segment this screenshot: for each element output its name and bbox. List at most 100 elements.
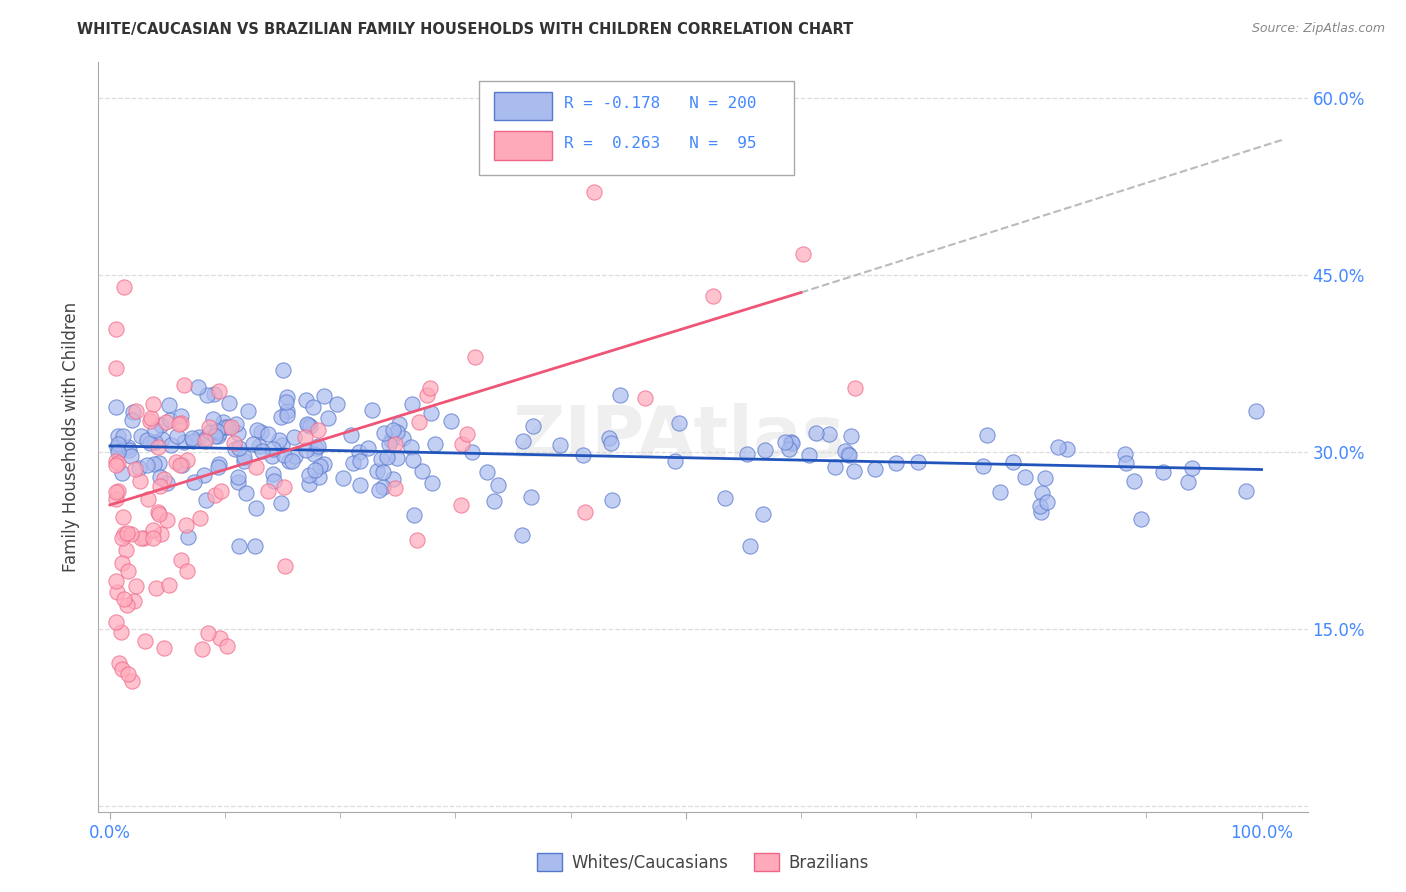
Point	[1047, 440, 1070, 454]
Point	[145, 581, 167, 595]
Point	[193, 467, 215, 482]
Point	[228, 539, 250, 553]
Point	[170, 409, 193, 423]
Point	[976, 428, 998, 442]
Point	[401, 440, 423, 454]
Point	[486, 478, 509, 492]
Point	[202, 387, 225, 401]
Point	[236, 404, 259, 418]
Point	[460, 445, 482, 459]
Point	[120, 450, 142, 464]
Point	[225, 417, 247, 431]
Point	[195, 388, 218, 402]
Point	[112, 526, 135, 541]
Point	[378, 437, 401, 451]
Point	[104, 574, 127, 588]
Point	[172, 458, 194, 472]
Point	[664, 454, 686, 468]
Point	[349, 477, 371, 491]
Point	[129, 429, 152, 443]
Point	[134, 634, 156, 648]
Point	[233, 454, 256, 468]
Point	[250, 444, 273, 458]
Point	[384, 481, 406, 495]
Point	[276, 404, 298, 418]
Point	[1244, 403, 1267, 417]
Point	[143, 423, 166, 437]
FancyBboxPatch shape	[494, 131, 551, 160]
Point	[105, 440, 128, 454]
Point	[105, 584, 128, 599]
Point	[385, 451, 408, 466]
Point	[1031, 505, 1053, 519]
Point	[373, 425, 395, 440]
Point	[416, 388, 439, 402]
Point	[385, 425, 408, 439]
Point	[157, 578, 180, 592]
Point	[450, 498, 472, 512]
Point	[273, 480, 295, 494]
Point	[217, 419, 239, 434]
FancyBboxPatch shape	[479, 81, 793, 175]
Point	[271, 363, 294, 377]
Point	[326, 397, 349, 411]
Point	[245, 501, 267, 516]
Point	[366, 464, 388, 478]
Point	[1177, 475, 1199, 489]
Point	[142, 457, 165, 471]
Point	[208, 631, 231, 645]
Point	[824, 459, 846, 474]
Point	[205, 425, 228, 439]
Point	[167, 417, 190, 432]
Point	[111, 557, 134, 571]
Point	[148, 507, 170, 521]
Point	[304, 447, 326, 461]
Point	[191, 641, 214, 656]
Point	[839, 428, 862, 442]
Point	[270, 496, 292, 510]
Point	[107, 428, 129, 442]
Point	[149, 526, 172, 541]
Point	[107, 437, 129, 451]
Point	[104, 615, 127, 629]
Point	[356, 441, 378, 455]
Point	[600, 493, 623, 508]
Point	[188, 430, 211, 444]
Point	[108, 656, 131, 670]
Point	[115, 525, 138, 540]
Point	[382, 472, 405, 486]
Point	[257, 484, 280, 499]
Point	[228, 441, 250, 455]
Point	[340, 428, 363, 442]
Point	[301, 400, 323, 414]
Point	[740, 539, 762, 553]
Point	[844, 381, 866, 395]
Point	[121, 413, 143, 427]
Point	[224, 442, 246, 456]
Point	[582, 186, 605, 200]
Point	[197, 626, 219, 640]
Point	[371, 480, 394, 494]
Point	[124, 594, 146, 608]
Point	[153, 472, 176, 486]
Point	[156, 513, 179, 527]
Point	[308, 470, 330, 484]
Point	[169, 552, 191, 566]
Point	[247, 439, 270, 453]
Point	[295, 442, 318, 457]
Point	[134, 531, 156, 545]
Point	[104, 454, 127, 468]
Point	[128, 461, 150, 475]
Point	[111, 531, 134, 545]
Point	[149, 479, 172, 493]
Point	[125, 579, 148, 593]
Point	[111, 466, 134, 480]
Point	[522, 419, 544, 434]
Point	[142, 396, 165, 410]
Point	[308, 458, 330, 473]
Point	[295, 417, 318, 431]
Point	[440, 414, 463, 428]
Point	[384, 436, 406, 450]
Point	[571, 448, 593, 462]
Point	[349, 454, 371, 468]
